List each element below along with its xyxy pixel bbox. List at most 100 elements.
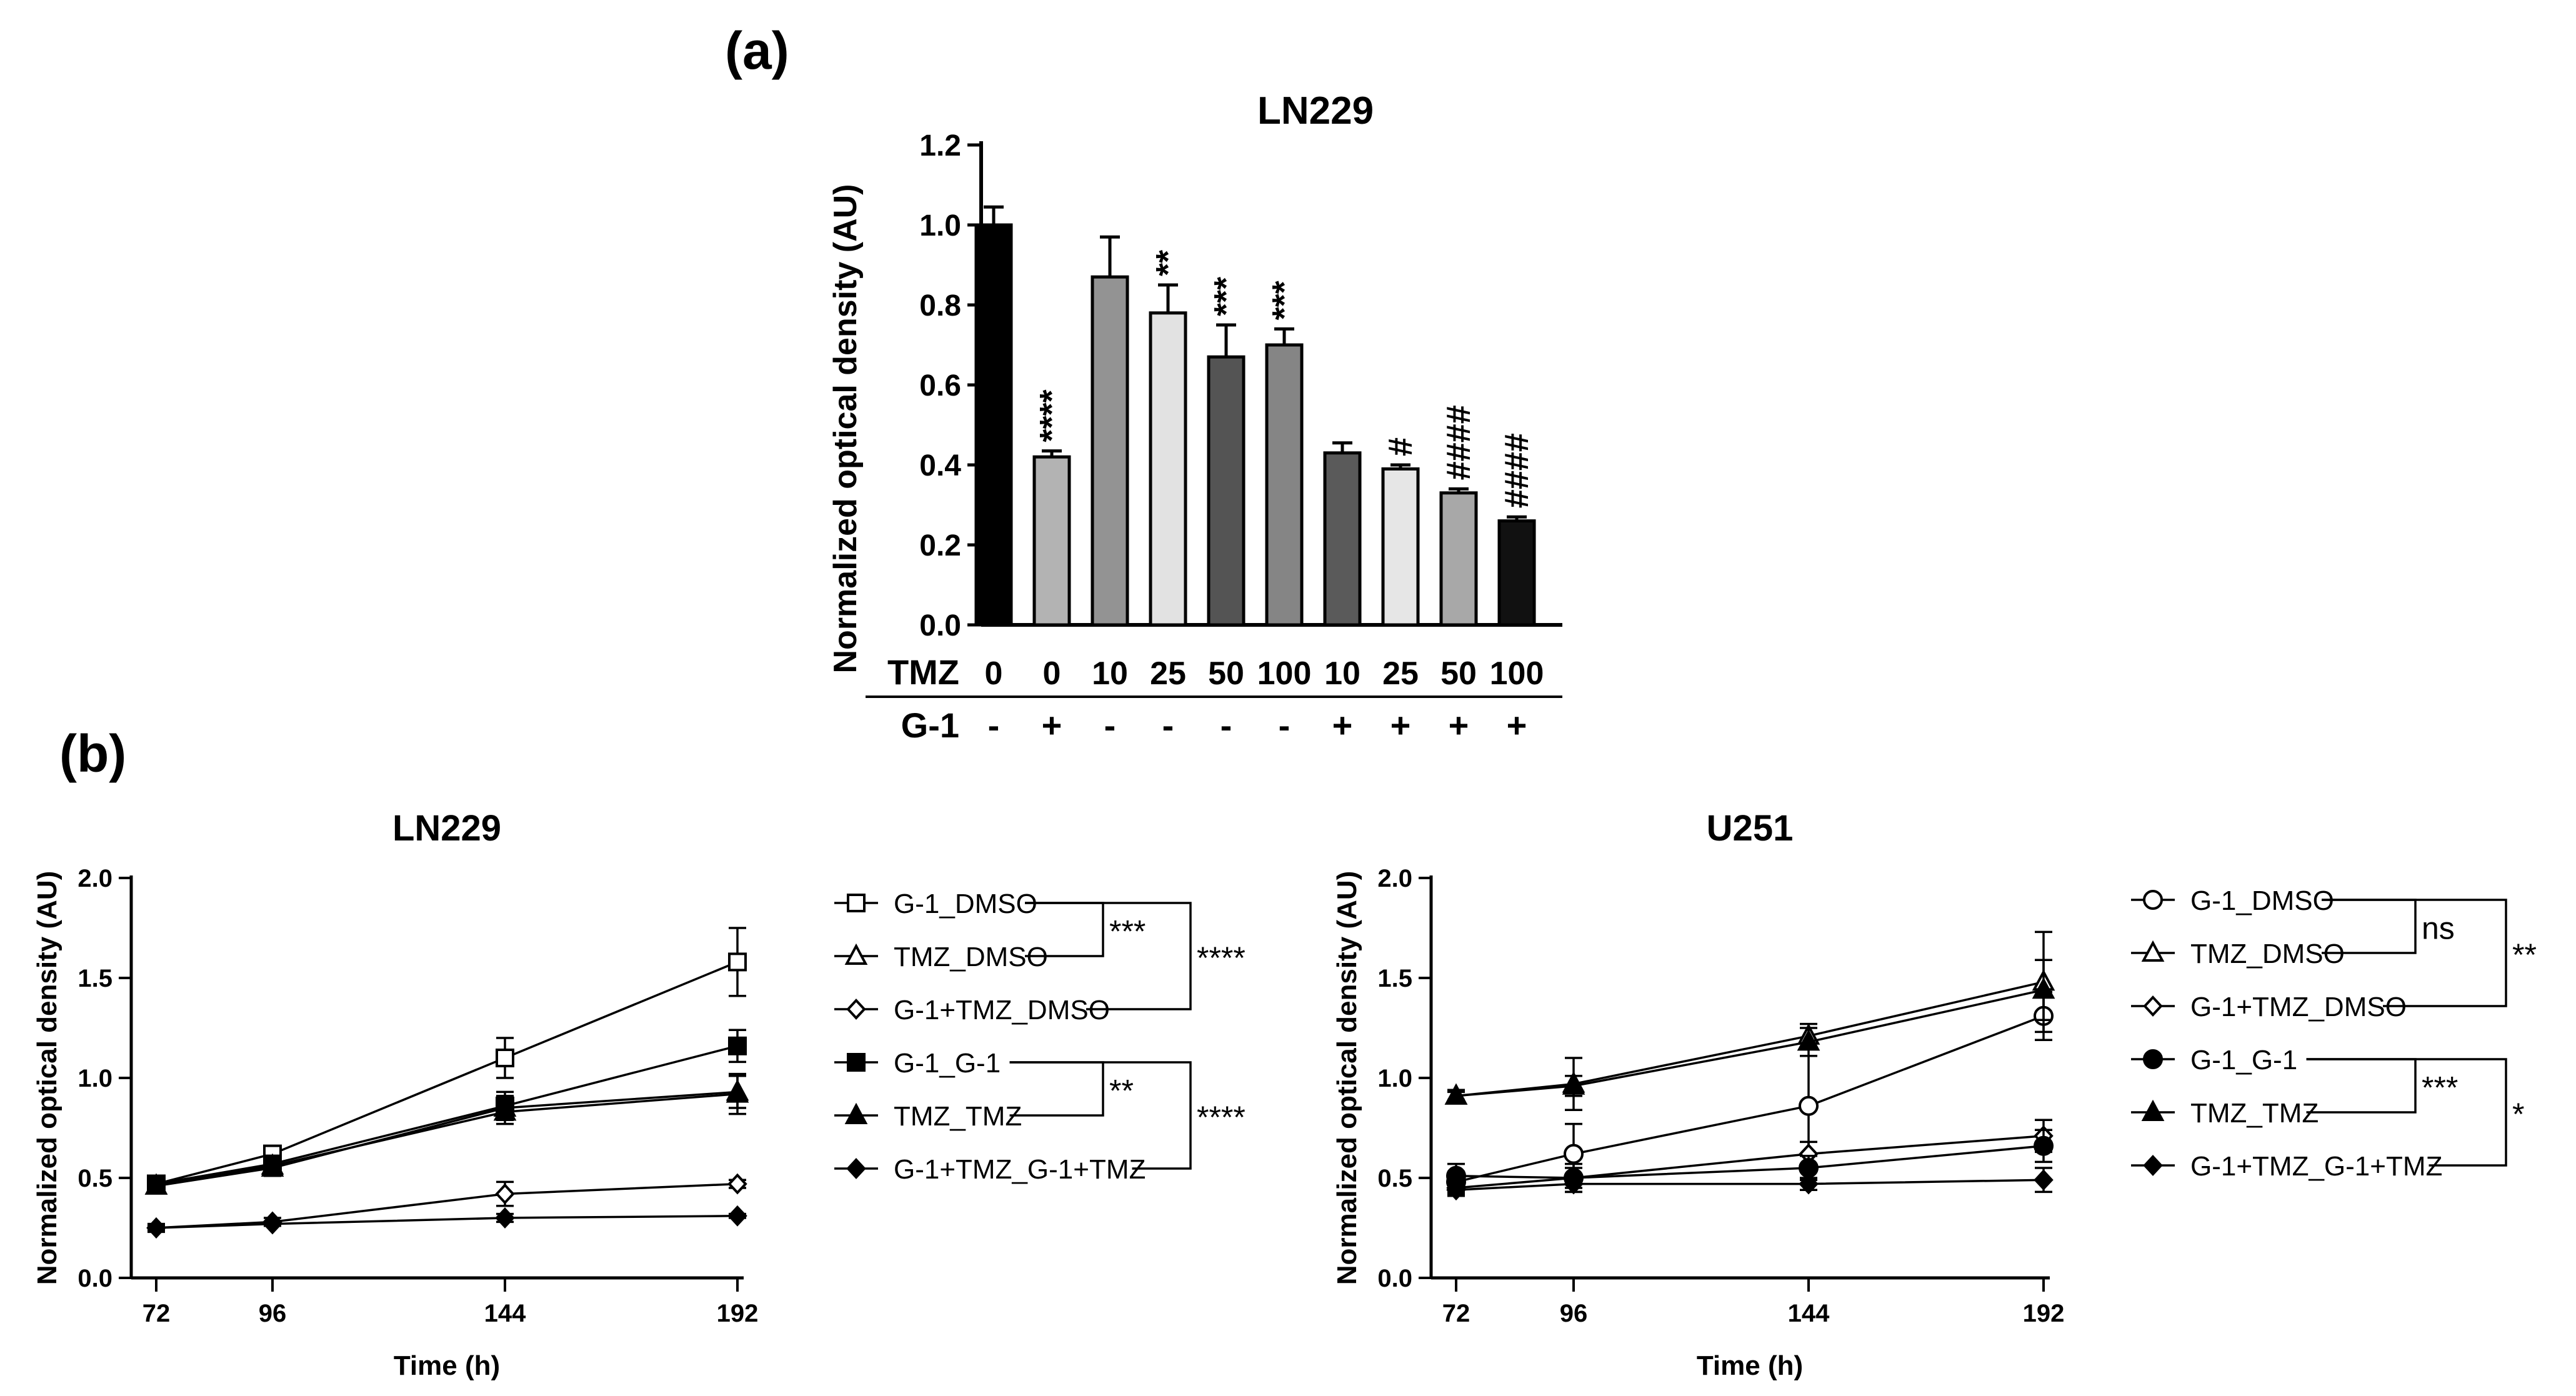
data-point (728, 952, 747, 972)
data-point (146, 1217, 166, 1239)
tmz-dose-label: 25 (1150, 656, 1186, 692)
g1-status-label: + (1507, 705, 1527, 745)
tmz-dose-label: 100 (1257, 656, 1312, 692)
significance-label: *** (2422, 1070, 2458, 1105)
data-point (144, 1173, 168, 1195)
tmz-dose-label: 0 (1043, 656, 1061, 692)
data-point (727, 1205, 747, 1227)
x-tick-label: 144 (1788, 1300, 1830, 1327)
row-label-g1: G-1 (901, 705, 959, 745)
tmz-dose-label: 50 (1208, 656, 1244, 692)
series-line (1455, 1179, 2044, 1191)
legend-label: G-1_DMSO (894, 889, 1037, 919)
bar (1032, 455, 1071, 627)
y-tick-label: 2.0 (1377, 865, 1412, 892)
significance-annotation: **** (1033, 390, 1071, 442)
data-point (2034, 1135, 2054, 1156)
data-point (493, 1099, 517, 1121)
bar (1149, 311, 1187, 627)
legend-label: G-1+TMZ_G-1+TMZ (894, 1154, 1146, 1185)
significance-bracket (1009, 1061, 1104, 1117)
data-point (727, 1173, 747, 1195)
g1-status-label: - (1221, 705, 1232, 745)
g1-status-label: - (1162, 705, 1174, 745)
data-point (726, 1081, 749, 1103)
significance-label: **** (1197, 940, 1246, 975)
data-point (1799, 1095, 1819, 1116)
y-axis-label: Normalized optical density (AU) (827, 184, 864, 674)
series-line (1455, 980, 2044, 1097)
g1-status-label: + (1449, 705, 1469, 745)
legend-label: TMZ_TMZ (894, 1101, 1022, 1132)
g1-status-label: - (1279, 705, 1290, 745)
data-point (261, 1153, 284, 1175)
tmz-dose-label: 10 (1324, 656, 1360, 692)
panel-b-u251-chart: U251 Time (h) Normalized optical density (… (1332, 808, 2537, 1381)
data-point (262, 1213, 282, 1235)
series-line (156, 960, 738, 1185)
y-tick-label: 0.0 (919, 609, 961, 642)
bar (1265, 343, 1304, 627)
y-tick-label: 1.2 (919, 129, 961, 162)
series-line (156, 1045, 738, 1185)
panel-a-label: (a) (725, 21, 789, 80)
bar (1497, 519, 1536, 627)
series-line (156, 1215, 738, 1229)
series-line (1455, 1135, 2044, 1189)
x-tick-label: 192 (2023, 1300, 2065, 1327)
y-axis-label: Normalized optical density (AU) (32, 871, 62, 1285)
data-point (846, 999, 866, 1020)
significance-label: ** (1109, 1074, 1134, 1109)
bar (1207, 355, 1246, 627)
data-point (728, 1036, 747, 1055)
significance-bracket (1009, 1061, 1192, 1170)
y-tick-label: 0.6 (919, 369, 961, 402)
x-tick-label: 192 (717, 1300, 759, 1327)
bar (1091, 275, 1129, 627)
panel-b-ln229-chart: LN229 Time (h) Normalized optical density … (32, 808, 1246, 1381)
g1-status-label: + (1390, 705, 1411, 745)
significance-annotation: # (1382, 437, 1419, 456)
row-label-tmz: TMZ (887, 652, 959, 692)
data-point (844, 943, 868, 965)
x-tick-label: 144 (484, 1300, 526, 1327)
g1-status-label: - (1104, 705, 1116, 745)
bar (1439, 491, 1478, 627)
data-point (2143, 890, 2163, 910)
data-point (847, 894, 866, 912)
data-point (2143, 995, 2163, 1017)
data-point (2141, 1099, 2165, 1121)
y-axis-label: Normalized optical density (AU) (1332, 871, 1362, 1285)
data-point (495, 1207, 515, 1229)
legend-label: TMZ_TMZ (2190, 1098, 2319, 1129)
y-tick-label: 0.0 (77, 1265, 112, 1292)
data-point (2034, 1169, 2054, 1191)
y-tick-label: 0.4 (919, 449, 961, 482)
significance-bracket (2306, 1058, 2507, 1167)
x-tick-label: 72 (1442, 1300, 1470, 1327)
legend-label: TMZ_DMSO (2190, 939, 2345, 969)
g1-status-label: - (988, 705, 1000, 745)
y-tick-label: 1.0 (77, 1065, 112, 1092)
series-line (1455, 989, 2044, 1097)
y-tick-label: 1.0 (919, 209, 961, 242)
panel-b-label: (b) (59, 724, 126, 783)
series-line (156, 1092, 738, 1187)
significance-label: ** (2512, 937, 2537, 972)
significance-label: ns (2422, 911, 2455, 946)
data-point (2032, 977, 2055, 999)
data-point (1564, 1144, 1584, 1164)
significance-label: **** (1197, 1100, 1246, 1135)
significance-annotation: *** (1207, 277, 1245, 316)
significance-bracket (1025, 902, 1192, 1010)
g1-status-label: + (1332, 705, 1353, 745)
y-tick-label: 0.2 (919, 529, 961, 562)
data-point (495, 1183, 515, 1205)
tmz-dose-label: 10 (1092, 656, 1128, 692)
data-point (2143, 1049, 2163, 1069)
g1-status-label: + (1042, 705, 1062, 745)
significance-bracket (2306, 1058, 2417, 1114)
tmz-dose-label: 100 (1490, 656, 1544, 692)
x-tick-label: 96 (259, 1300, 287, 1327)
series-line (1455, 1015, 2044, 1184)
